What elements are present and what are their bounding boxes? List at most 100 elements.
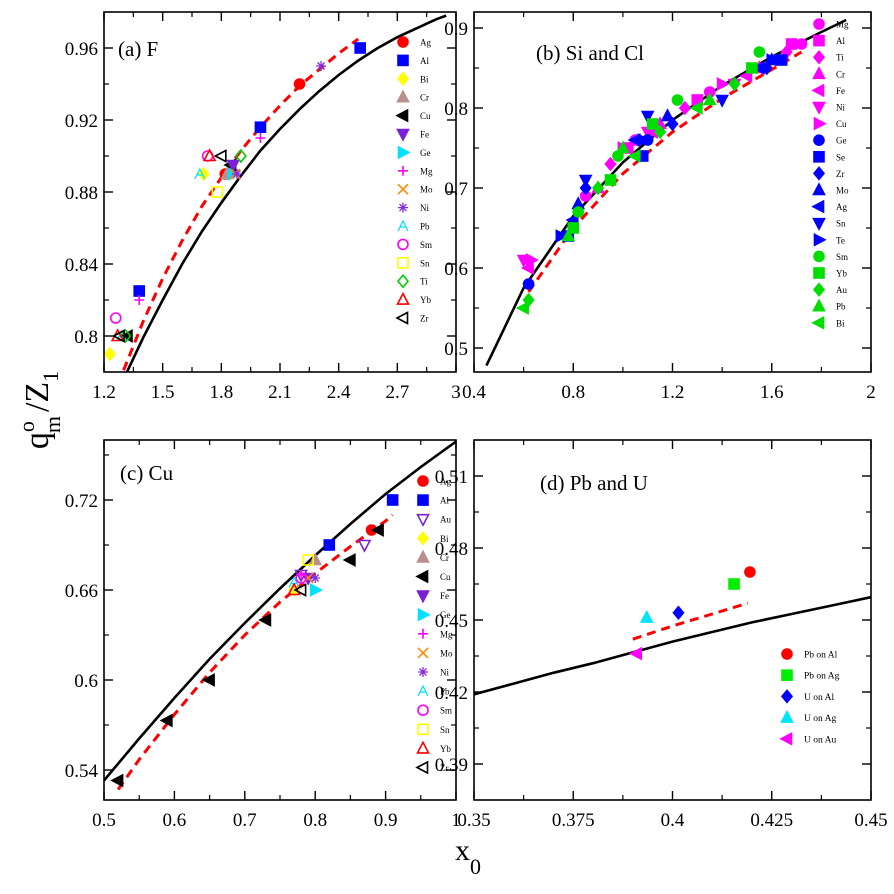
fit-curves bbox=[474, 595, 871, 696]
solid-fit-line bbox=[125, 14, 447, 372]
legend-marker-sm bbox=[813, 250, 825, 263]
legend-marker-cr bbox=[416, 549, 430, 563]
fit-curves bbox=[122, 14, 447, 372]
x-tick-label: 2.4 bbox=[327, 382, 351, 403]
y-tick-label: 0.96 bbox=[65, 39, 98, 60]
data-point-ni bbox=[231, 169, 242, 179]
ylabel-sub: m bbox=[40, 416, 65, 433]
y-tick-label: 0.51 bbox=[435, 467, 468, 488]
legend-marker-al bbox=[417, 494, 429, 506]
fit-curves bbox=[485, 18, 847, 367]
dashed-fit-line bbox=[116, 513, 394, 791]
legend-label-cu: Cu bbox=[440, 572, 451, 582]
y-tick-label: 0.92 bbox=[65, 111, 98, 132]
legend-label-ag: Ag bbox=[440, 477, 451, 487]
legend-marker-ag bbox=[397, 36, 409, 48]
data-point-sm bbox=[753, 46, 766, 58]
panel-title: (b) Si and Cl bbox=[536, 41, 644, 65]
ylabel-slash: / bbox=[19, 402, 56, 412]
data-point-zr bbox=[111, 329, 125, 343]
data-point-ge bbox=[522, 278, 535, 290]
legend-label-sm: Sm bbox=[836, 252, 848, 262]
y-tick-label: 0.6 bbox=[74, 671, 98, 692]
legend-marker-pb-on-al bbox=[781, 648, 793, 660]
panel-title: (a) F bbox=[118, 37, 158, 61]
data-point-ge bbox=[309, 583, 323, 597]
legend-label-u-on-ag: U on Ag bbox=[804, 714, 836, 724]
legend-marker-u-on-al bbox=[780, 689, 794, 704]
legend-marker-sm bbox=[417, 704, 429, 717]
legend-label-ni: Ni bbox=[836, 103, 845, 113]
y-tick-label: 0.72 bbox=[65, 491, 98, 512]
legend-label-mg: Mg bbox=[440, 629, 453, 639]
solid-fit-line bbox=[474, 595, 871, 696]
x-tick-label: 0.4 bbox=[661, 810, 685, 831]
legend-label-zr: Zr bbox=[440, 763, 449, 773]
data-point-ni bbox=[316, 61, 327, 71]
legend-marker-mg bbox=[398, 165, 408, 176]
data-point-bi bbox=[515, 301, 529, 315]
legend-marker-se bbox=[813, 151, 825, 163]
legend-label-mg: Mg bbox=[836, 20, 849, 30]
legend-marker-mo bbox=[417, 647, 429, 659]
x-tick-label: 2 bbox=[866, 382, 876, 403]
data-point-au bbox=[592, 180, 605, 196]
legend-marker-ag bbox=[417, 475, 429, 487]
data-point-sn bbox=[578, 174, 593, 188]
data-point-yb bbox=[604, 174, 617, 186]
data-point-al bbox=[354, 42, 366, 54]
legend-marker-ti bbox=[812, 49, 826, 65]
legend-label-u-on-al: U on Al bbox=[804, 693, 834, 703]
chart-panel-4: 0.35 0.375 0.4 0.425 0.45 0.39 0.42 0.45 0.48 0.5… bbox=[435, 439, 888, 831]
legend-marker-fe bbox=[396, 128, 410, 142]
x-tick-label: 1.8 bbox=[209, 382, 233, 403]
legend-marker-bi bbox=[396, 71, 410, 87]
data-point-cu bbox=[119, 329, 133, 343]
legend-label-ag: Ag bbox=[420, 38, 431, 48]
data-point-te bbox=[637, 133, 651, 147]
panel-title: (d) Pb and U bbox=[540, 471, 648, 495]
chart-panel-3: 0.5 0.6 0.7 0.8 0.9 1 0.54 0.6 0.66 0.72 Ag Al Au Bi C… bbox=[65, 439, 461, 831]
legend-label-te: Te bbox=[836, 235, 845, 245]
legend-marker-u-on-ag bbox=[780, 709, 794, 723]
data-point-pb bbox=[561, 228, 576, 242]
legend-label-sm: Sm bbox=[420, 240, 432, 250]
data-point-pb-on-ag bbox=[728, 578, 740, 590]
y-tick-label: 0.54 bbox=[65, 761, 99, 782]
data-point-sn bbox=[715, 94, 729, 108]
dashed-fit-line bbox=[527, 50, 803, 293]
legend-label-yb: Yb bbox=[420, 295, 431, 305]
solid-fit-line bbox=[485, 18, 847, 367]
data-point-pb bbox=[702, 92, 717, 106]
legend-marker-yb bbox=[813, 267, 825, 279]
x-tick-label: 1.2 bbox=[661, 382, 685, 403]
legend-label-pb: Pb bbox=[420, 222, 430, 232]
x-tick-label: 0.45 bbox=[854, 810, 887, 831]
legend-marker-au bbox=[812, 282, 826, 297]
panel-title: (c) Cu bbox=[120, 461, 174, 485]
data-point-te bbox=[766, 53, 780, 67]
plot-frame bbox=[103, 439, 457, 801]
legend-label-mo: Mo bbox=[836, 186, 849, 196]
legend-label-sn: Sn bbox=[836, 219, 846, 229]
legend-label-pb-on-al: Pb on Al bbox=[804, 651, 838, 661]
x-tick-label: 2.1 bbox=[268, 382, 292, 403]
legend-label-fe: Fe bbox=[440, 591, 449, 601]
data-point-u-on-al bbox=[672, 605, 685, 621]
legend-label-yb: Yb bbox=[440, 744, 451, 754]
x-tick-label: 0.5 bbox=[92, 810, 116, 831]
data-point-fe bbox=[226, 159, 240, 173]
legend-label-cr: Cr bbox=[420, 93, 429, 103]
legend-label-bi: Bi bbox=[420, 74, 429, 84]
legend: Ag Al Au Bi Cr Cu Fe Ge Mg Mo Ni Pb Sm Sn Yb Zr bbox=[415, 475, 453, 775]
legend-marker-zr bbox=[812, 166, 826, 181]
y-tick-label: 0.6 bbox=[444, 259, 468, 280]
data-point-ti bbox=[678, 100, 691, 116]
legend-marker-cr bbox=[812, 66, 826, 80]
data-point-bi bbox=[689, 101, 703, 115]
y-tick-label: 0.88 bbox=[65, 183, 98, 204]
x-tick-label: 1.2 bbox=[92, 382, 116, 403]
legend-label-pb: Pb bbox=[440, 687, 450, 697]
legend-label-u-on-au: U on Au bbox=[804, 735, 836, 745]
legend-label-cr: Cr bbox=[440, 553, 449, 563]
